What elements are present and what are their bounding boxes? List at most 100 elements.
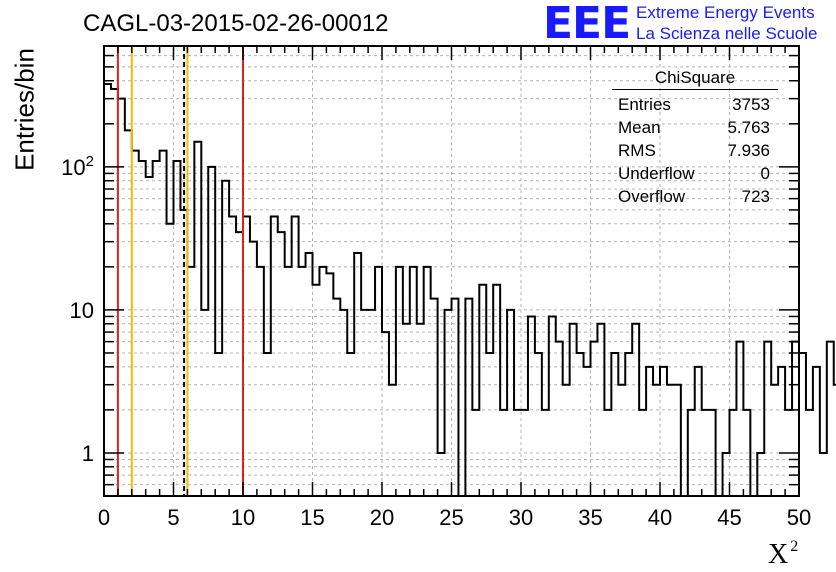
stats-box: ChiSquare Entries 3753 Mean 5.763 RMS 7.936… xyxy=(612,68,778,208)
histogram-bin xyxy=(167,224,174,496)
histogram-bin xyxy=(389,385,396,496)
histogram-bin xyxy=(153,161,160,496)
histogram-bin xyxy=(757,453,764,496)
x-tick-label: 50 xyxy=(787,505,811,530)
histogram-bin xyxy=(799,353,806,496)
histogram-bin xyxy=(208,167,215,496)
histogram-bin xyxy=(201,310,208,496)
histogram-bin xyxy=(674,385,681,496)
stats-row-entries: Entries 3753 xyxy=(612,93,778,116)
histogram-bin xyxy=(639,410,646,496)
histogram-bin xyxy=(257,267,264,496)
histogram-bin xyxy=(688,410,695,496)
histogram-bin xyxy=(528,316,535,496)
histogram-bin xyxy=(535,353,542,496)
histogram-bin xyxy=(236,232,243,496)
histogram-bin xyxy=(333,299,340,496)
histogram-bin xyxy=(438,453,445,496)
histogram-bin xyxy=(132,151,139,496)
histogram-bin xyxy=(187,267,194,496)
stats-value: 5.763 xyxy=(727,118,770,137)
histogram-bin xyxy=(368,310,375,496)
brand-line-1: Extreme Energy Events xyxy=(636,3,815,22)
histogram-bin xyxy=(521,410,528,496)
x-tick-label: 30 xyxy=(509,505,533,530)
histogram-bin xyxy=(764,342,771,496)
histogram-bin xyxy=(653,385,660,496)
brand-line-2: La Scienza nelle Scuole xyxy=(636,24,818,43)
stats-value: 7.936 xyxy=(727,141,770,160)
histogram-bin xyxy=(264,353,271,496)
histogram-bin xyxy=(160,151,167,496)
histogram-bin xyxy=(702,410,709,496)
histogram-bin xyxy=(542,410,549,496)
histogram-bin xyxy=(591,342,598,496)
histogram-bin xyxy=(313,285,320,496)
histogram-bin xyxy=(125,130,132,496)
histogram-bin xyxy=(271,216,278,496)
histogram-bin xyxy=(472,410,479,496)
histogram-bin xyxy=(292,216,299,496)
eee-logo: EEE xyxy=(543,0,631,49)
stats-row-rms: RMS 7.936 xyxy=(612,139,778,162)
histogram-bin xyxy=(549,316,556,496)
stats-row-overflow: Overflow 723 xyxy=(612,185,778,208)
x-tick-label: 15 xyxy=(300,505,324,530)
histogram-bin xyxy=(730,410,737,496)
histogram-bin xyxy=(479,285,486,496)
stats-label: RMS xyxy=(618,141,656,160)
histogram-bin xyxy=(597,324,604,496)
histogram-bin xyxy=(771,385,778,496)
histogram-bin xyxy=(813,367,820,496)
histogram-bin xyxy=(319,267,326,496)
x-tick-label: 25 xyxy=(439,505,463,530)
stats-label: Underflow xyxy=(618,164,695,183)
histogram-bin xyxy=(306,253,313,496)
histogram-bin xyxy=(646,367,653,496)
histogram-bin xyxy=(611,353,618,496)
reference-lines xyxy=(116,46,244,496)
histogram-bin xyxy=(139,161,146,496)
stats-label: Entries xyxy=(618,95,671,114)
histogram-bin xyxy=(174,161,181,496)
histogram-bin xyxy=(493,285,500,496)
y-tick-label: 1 xyxy=(82,441,94,466)
x-tick-label: 40 xyxy=(648,505,672,530)
x-tick-label: 45 xyxy=(717,505,741,530)
y-tick-label: 10 xyxy=(70,298,94,323)
x-tick-label: 20 xyxy=(370,505,394,530)
histogram-bin xyxy=(278,232,285,496)
stats-row-mean: Mean 5.763 xyxy=(612,116,778,139)
histogram-bin xyxy=(577,353,584,496)
histogram-bin xyxy=(146,177,153,496)
x-tick-label: 35 xyxy=(578,505,602,530)
histogram-bin xyxy=(806,410,813,496)
histogram-bin xyxy=(382,332,389,496)
grid-lines xyxy=(104,46,799,496)
histogram-bin xyxy=(604,410,611,496)
histogram-bin xyxy=(111,89,118,496)
x-tick-label: 10 xyxy=(231,505,255,530)
histogram-bin xyxy=(820,453,827,496)
axis-ticks: 0 5 10 15 20 25 30 35 40 45 50 1 10 102 xyxy=(61,45,811,530)
histogram-bin xyxy=(118,99,125,496)
histogram-bin xyxy=(625,353,632,496)
histogram-bin xyxy=(285,267,292,496)
histogram-bin xyxy=(695,367,702,496)
stats-box-title: ChiSquare xyxy=(612,68,778,90)
stats-label: Mean xyxy=(618,118,661,137)
histogram-bin xyxy=(632,324,639,496)
histogram-bin xyxy=(361,310,368,496)
stats-value: 0 xyxy=(760,164,770,183)
histogram-bin xyxy=(723,453,730,496)
histogram-bin xyxy=(396,267,403,496)
histogram-bin xyxy=(229,216,236,496)
histogram-bin xyxy=(792,342,799,496)
histogram-bin xyxy=(424,267,431,496)
stats-label: Overflow xyxy=(618,187,686,206)
histogram-bin xyxy=(667,385,674,496)
y-axis-label: Entries/bin xyxy=(9,48,40,171)
x-axis-label-superscript: 2 xyxy=(790,538,799,555)
histogram-bin xyxy=(417,324,424,496)
